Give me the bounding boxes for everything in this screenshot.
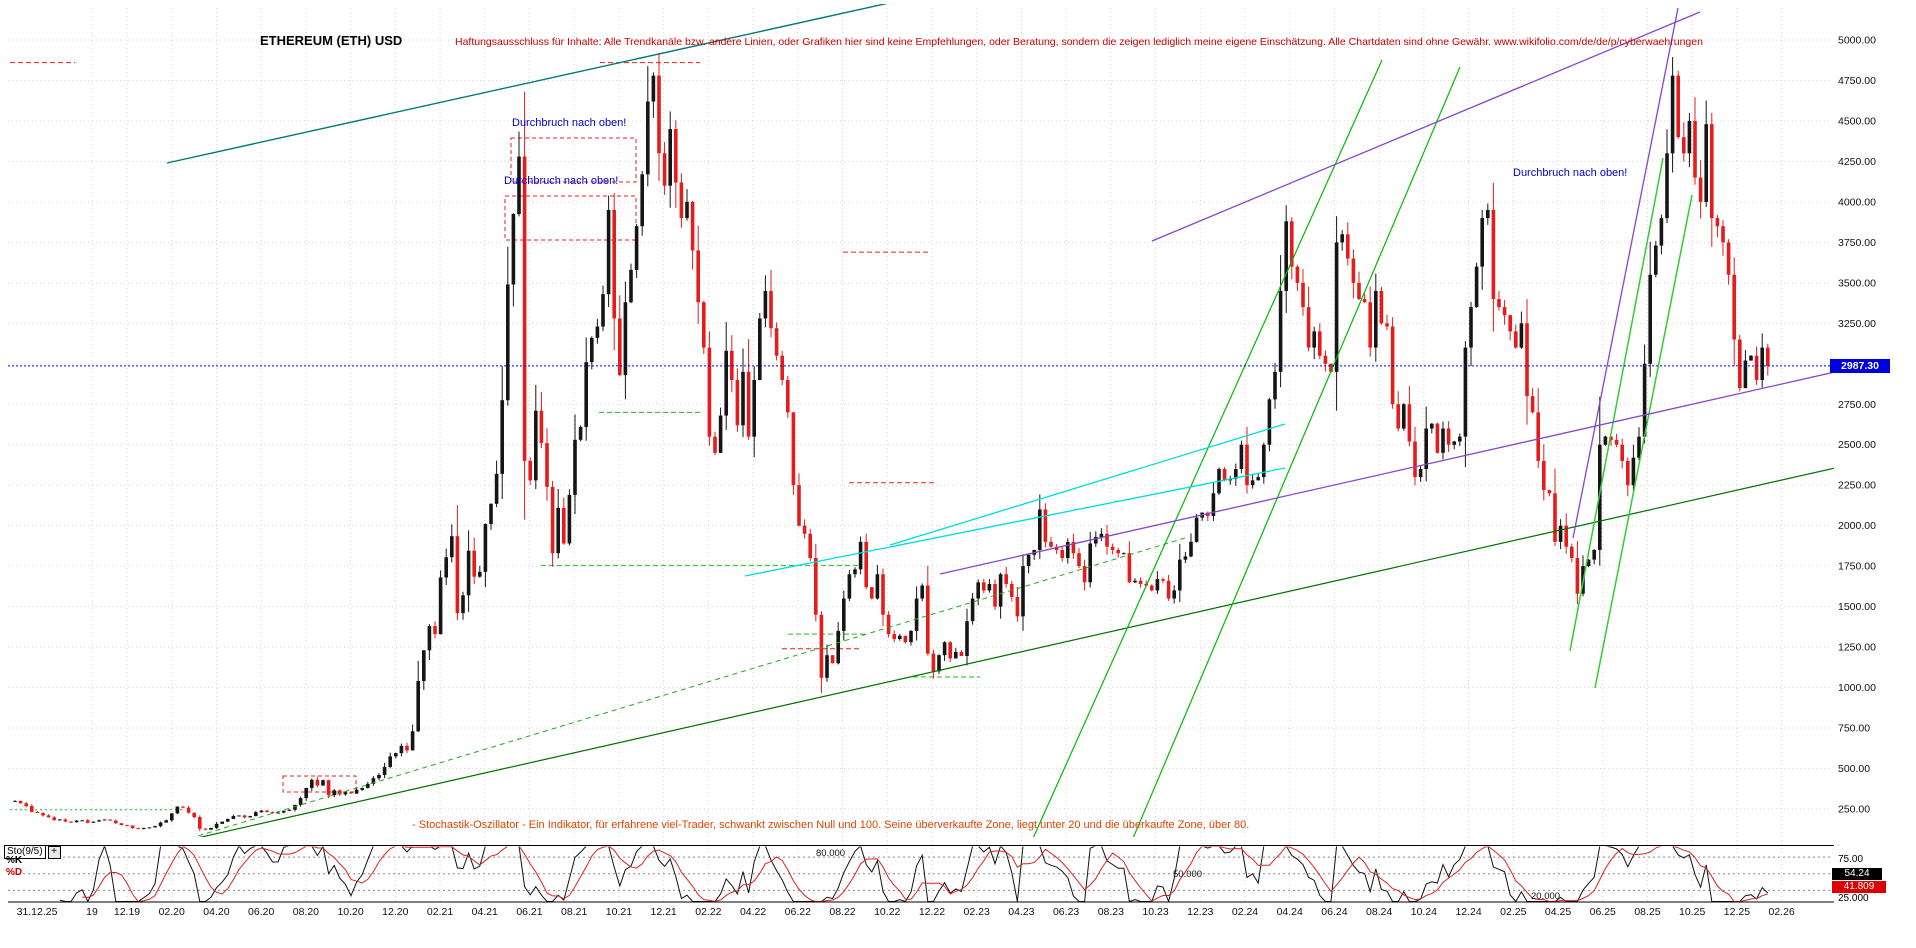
add-indicator-button[interactable]: + <box>47 845 61 859</box>
svg-text:4000.00: 4000.00 <box>1838 196 1876 208</box>
stoch-d-label: %D <box>6 867 23 878</box>
stoch-k-line <box>59 846 1769 902</box>
indicator-label: Sto(9/5) <box>4 845 46 859</box>
svg-text:06.20: 06.20 <box>248 906 274 918</box>
svg-text:2000.00: 2000.00 <box>1838 520 1876 532</box>
svg-text:04.23: 04.23 <box>1008 906 1034 918</box>
svg-text:1500.00: 1500.00 <box>1838 601 1876 613</box>
svg-text:12.25: 12.25 <box>1724 906 1750 918</box>
stoch-axis-25-label: 25.000 <box>1838 893 1869 904</box>
grid <box>8 8 1832 901</box>
svg-text:06.24: 06.24 <box>1321 906 1347 918</box>
svg-text:04.24: 04.24 <box>1277 906 1303 918</box>
price-axis-labels: 5000.00 4750.00 4500.00 4250.00 4000.00 3750.… <box>1838 35 1876 816</box>
svg-text:1000.00: 1000.00 <box>1838 682 1876 694</box>
svg-text:10.21: 10.21 <box>606 906 632 918</box>
svg-text:5000.00: 5000.00 <box>1838 35 1876 47</box>
disclaimer-text: Haftungsausschluss für Inhalte: Alle Tre… <box>455 36 1703 48</box>
svg-text:06.21: 06.21 <box>516 906 542 918</box>
svg-text:12.24: 12.24 <box>1455 906 1481 918</box>
svg-text:06.23: 06.23 <box>1053 906 1079 918</box>
svg-text:20.000: 20.000 <box>1531 891 1560 902</box>
svg-text:12.22: 12.22 <box>919 906 945 918</box>
svg-text:08.23: 08.23 <box>1098 906 1124 918</box>
svg-text:10.23: 10.23 <box>1142 906 1168 918</box>
svg-text:750.00: 750.00 <box>1838 723 1870 735</box>
time-axis-labels: 31.12.25 19 12.19 02.20 04.20 06.20 08.20 10.20… <box>17 906 1795 918</box>
svg-text:1750.00: 1750.00 <box>1838 561 1876 573</box>
svg-text:08.20: 08.20 <box>293 906 319 918</box>
svg-text:10.22: 10.22 <box>874 906 900 918</box>
svg-text:19: 19 <box>86 906 98 918</box>
svg-text:3750.00: 3750.00 <box>1838 237 1876 249</box>
candlesticks <box>13 52 1770 832</box>
svg-text:4250.00: 4250.00 <box>1838 156 1876 168</box>
svg-text:12.21: 12.21 <box>650 906 676 918</box>
trendlines <box>166 4 1834 837</box>
svg-text:08.25: 08.25 <box>1634 906 1660 918</box>
svg-text:2500.00: 2500.00 <box>1838 439 1876 451</box>
svg-text:10.24: 10.24 <box>1411 906 1437 918</box>
svg-text:500.00: 500.00 <box>1838 763 1870 775</box>
svg-text:08.22: 08.22 <box>829 906 855 918</box>
svg-text:31.12.25: 31.12.25 <box>17 906 58 918</box>
svg-text:12.23: 12.23 <box>1187 906 1213 918</box>
svg-text:3500.00: 3500.00 <box>1838 277 1876 289</box>
svg-text:02.21: 02.21 <box>427 906 453 918</box>
svg-text:80.000: 80.000 <box>816 848 845 859</box>
last-price-badge: 2987.30 <box>1830 359 1890 373</box>
svg-text:06.25: 06.25 <box>1590 906 1616 918</box>
svg-text:02.23: 02.23 <box>964 906 990 918</box>
svg-text:250.00: 250.00 <box>1838 803 1870 815</box>
svg-text:10.20: 10.20 <box>337 906 363 918</box>
svg-text:08.21: 08.21 <box>561 906 587 918</box>
svg-text:02.26: 02.26 <box>1768 906 1794 918</box>
svg-text:3250.00: 3250.00 <box>1838 318 1876 330</box>
svg-text:12.20: 12.20 <box>382 906 408 918</box>
svg-text:02.22: 02.22 <box>695 906 721 918</box>
chart-title: ETHEREUM (ETH) USD <box>260 33 403 48</box>
stoch-d-line <box>82 846 1768 902</box>
svg-text:02.20: 02.20 <box>159 906 185 918</box>
svg-text:4500.00: 4500.00 <box>1838 115 1876 127</box>
svg-text:10.25: 10.25 <box>1679 906 1705 918</box>
indicator-header: Sto(9/5) + <box>4 845 61 859</box>
svg-text:02.25: 02.25 <box>1500 906 1526 918</box>
svg-text:02.24: 02.24 <box>1232 906 1258 918</box>
svg-text:04.25: 04.25 <box>1545 906 1571 918</box>
svg-text:04.20: 04.20 <box>203 906 229 918</box>
stoch-d-value-badge: 41.809 <box>1832 881 1886 893</box>
svg-text:04.22: 04.22 <box>740 906 766 918</box>
svg-text:1250.00: 1250.00 <box>1838 642 1876 654</box>
svg-text:04.21: 04.21 <box>472 906 498 918</box>
svg-text:2250.00: 2250.00 <box>1838 480 1876 492</box>
stoch-axis-75-label: 75.00 <box>1838 854 1864 865</box>
support-resistance-levels <box>10 62 980 811</box>
svg-text:4750.00: 4750.00 <box>1838 75 1876 87</box>
stoch-k-label: %K <box>6 855 23 866</box>
svg-text:12.19: 12.19 <box>114 906 140 918</box>
svg-text:50.000: 50.000 <box>1173 869 1202 880</box>
svg-text:06.22: 06.22 <box>785 906 811 918</box>
stoch-k-value-badge: 54.24 <box>1832 868 1882 880</box>
svg-text:2750.00: 2750.00 <box>1838 399 1876 411</box>
svg-text:08.24: 08.24 <box>1366 906 1392 918</box>
stochastic-panel: 80.000 50.000 20.000 <box>8 845 1834 903</box>
